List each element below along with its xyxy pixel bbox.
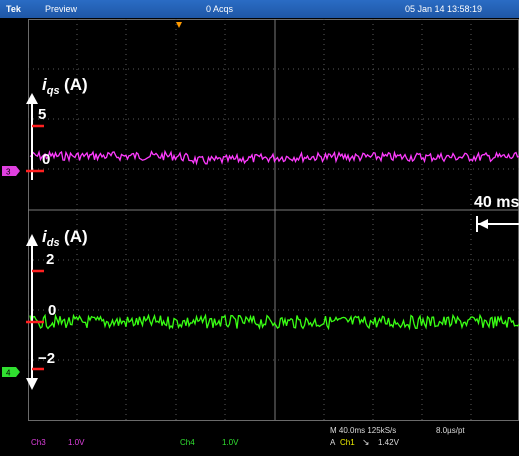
iqs-axis-arrow [26,93,38,104]
ch4-ground-marker[interactable] [2,367,20,377]
mode-label: Preview [45,4,78,14]
ids-axis-label: ids (A) [42,227,88,249]
ids-label-unit: (A) [64,227,88,246]
ch4-scale[interactable]: 1.0V [222,438,239,447]
ids-tick-0-label: 0 [48,302,57,319]
bottom-status-bar: Ch3 1.0V Ch4 1.0V M 40.0ms 125kS/s 8.0µs… [0,421,519,456]
ch3-label[interactable]: Ch3 [31,438,46,447]
ch3-ground-marker[interactable] [2,166,20,176]
ids-tick-neg2-label: −2 [38,350,56,367]
resolution-readout: 8.0µs/pt [436,426,465,435]
brand-label: Tek [6,4,21,14]
ids-waveform [29,313,519,331]
trigger-level[interactable]: 1.42V [378,438,399,447]
ch4-label[interactable]: Ch4 [180,438,195,447]
timestamp: 05 Jan 14 13:58:19 [405,4,483,14]
ids-tick-2-label: 2 [46,251,55,268]
horizontal-grid [28,68,519,361]
vertical-grid [76,19,472,420]
iqs-label-unit: (A) [64,75,88,94]
trigger-position-marker[interactable] [176,22,182,28]
iqs-waveform [29,149,519,166]
ids-label-symbol: i [42,227,47,246]
trigger-source[interactable]: Ch1 [340,438,355,447]
ch3-scale[interactable]: 1.0V [68,438,85,447]
timebase-arrow-head [478,219,488,229]
iqs-tick-5-label: 5 [38,106,47,123]
ids-axis-arrow-down [26,378,38,390]
ids-label-subscript: ds [46,237,60,249]
ch3-marker-label: 3 [6,168,11,177]
iqs-tick-0-label: 0 [42,151,51,168]
ids-axis-arrow-up [26,234,38,246]
horizontal-settings[interactable]: M 40.0ms 125kS/s [330,426,397,435]
acquisition-count: 0 Acqs [206,4,234,14]
iqs-label-symbol: i [42,75,47,94]
ch4-marker-label: 4 [6,369,11,378]
trigger-slope-icon: ↘ [362,437,370,447]
iqs-axis-label: iqs (A) [42,75,88,97]
iqs-label-subscript: qs [46,85,60,97]
top-status-bar: Tek Preview 0 Acqs 05 Jan 14 13:58:19 [0,0,519,18]
trigger-prefix: A [330,438,336,447]
timebase-annotation: 40 ms [474,194,519,211]
